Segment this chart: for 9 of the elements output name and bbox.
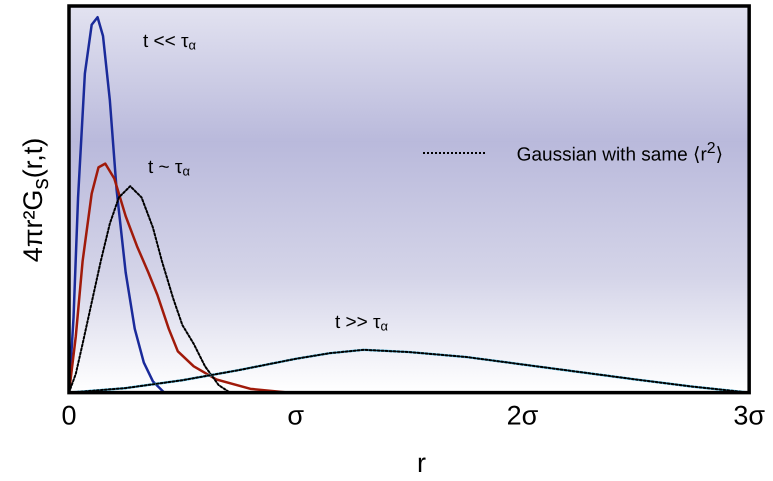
x-tick-label: 0 <box>61 400 77 430</box>
x-tick-label: 3σ <box>733 400 766 430</box>
legend-label: Gaussian with same ⟨r$^{2}$⟩ <box>516 140 723 166</box>
annotation: t << τα <box>143 31 197 53</box>
x-tick-label: σ <box>287 400 304 430</box>
annotation: t >> τα <box>335 312 389 334</box>
annotation: t ~ τα <box>148 157 190 179</box>
x-axis-title: r <box>416 448 427 479</box>
x-tick-label: 2σ <box>506 400 539 430</box>
